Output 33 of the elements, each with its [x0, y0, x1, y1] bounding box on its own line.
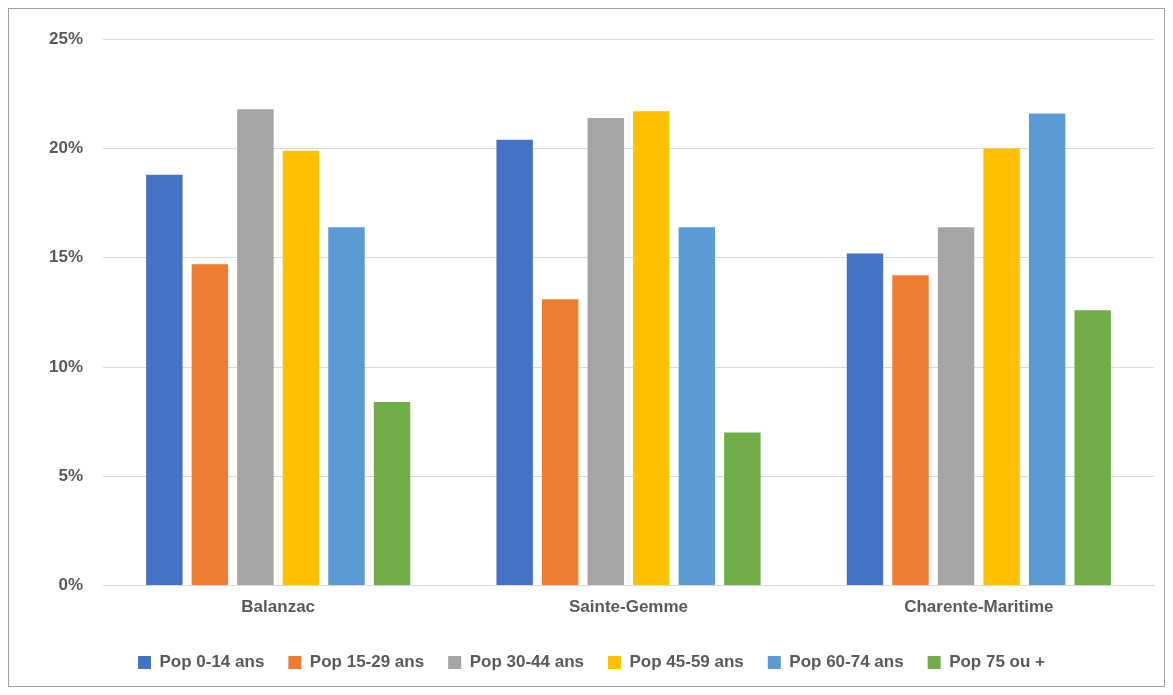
- bar: [846, 253, 884, 586]
- bar: [373, 402, 411, 586]
- y-tick-label: 25%: [48, 28, 84, 48]
- bar: [1074, 310, 1111, 586]
- bar: [892, 275, 929, 586]
- bar: [191, 264, 229, 586]
- bar: [237, 109, 274, 586]
- legend-label: Pop 60-74 ans: [789, 652, 904, 672]
- bar: [678, 227, 716, 586]
- legend-label: Pop 15-29 ans: [309, 652, 425, 672]
- bar: [282, 150, 320, 586]
- x-tick-label: Charente-Maritime: [904, 597, 1054, 617]
- legend-label: Pop 0-14 ans: [159, 652, 265, 672]
- y-tick-label: 15%: [48, 247, 84, 267]
- bar: [1028, 113, 1066, 586]
- bar: [937, 227, 975, 586]
- bar: [633, 111, 670, 586]
- bar: [496, 139, 533, 586]
- y-tick-label: 20%: [48, 138, 84, 158]
- bar: [541, 299, 579, 586]
- bar: [983, 148, 1020, 586]
- bar: [328, 227, 365, 586]
- bar: [724, 432, 761, 586]
- legend-label: Pop 30-44 ans: [469, 652, 584, 672]
- x-tick-label: Sainte-Gemme: [568, 597, 689, 617]
- y-tick-label: 5%: [58, 466, 84, 486]
- x-tick-label: Balanzac: [241, 597, 316, 617]
- legend-label: Pop 75 ou +: [949, 652, 1046, 672]
- legend-label: Pop 45-59 ans: [629, 652, 744, 672]
- y-tick-label: 10%: [48, 356, 84, 376]
- bar: [146, 174, 183, 586]
- bar: [587, 117, 624, 586]
- y-tick-label: 0%: [58, 575, 84, 595]
